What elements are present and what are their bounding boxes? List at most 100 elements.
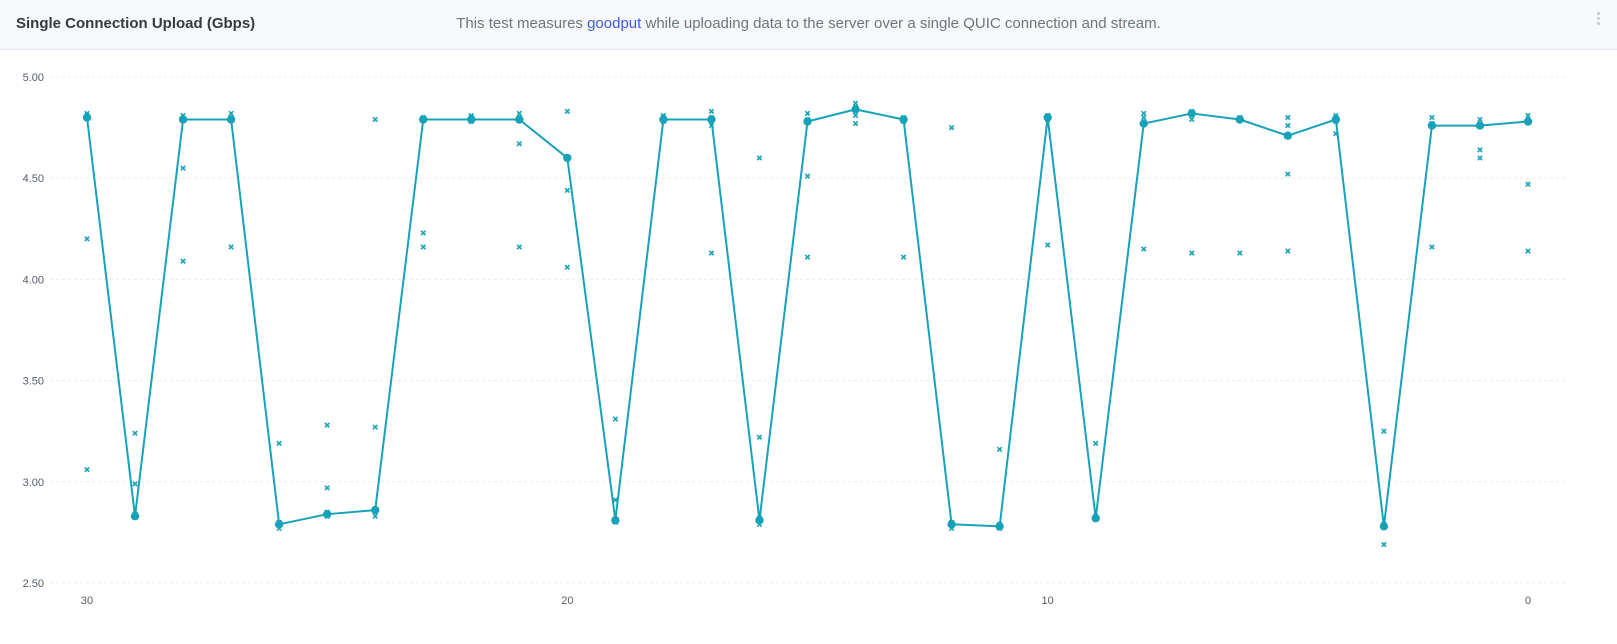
run-marker [1525, 181, 1531, 188]
median-point[interactable] [707, 115, 716, 124]
median-point[interactable] [1331, 115, 1341, 124]
run-marker [1189, 250, 1195, 256]
y-tick-label: 4.50 [23, 173, 44, 185]
median-point[interactable] [899, 115, 908, 124]
median-point[interactable] [1091, 514, 1100, 523]
median-point[interactable] [1283, 131, 1293, 140]
chart-gridlines [50, 76, 1565, 584]
run-marker [1237, 250, 1243, 256]
description-suffix: while uploading data to the server over … [641, 15, 1161, 32]
median-point[interactable] [467, 115, 476, 124]
median-point-markers [82, 105, 1533, 531]
run-marker [1477, 155, 1483, 161]
run-marker [1525, 248, 1531, 254]
median-point[interactable] [1379, 522, 1389, 531]
run-marker [612, 416, 619, 422]
run-marker [1140, 114, 1147, 121]
median-point[interactable] [803, 117, 812, 126]
y-tick-label: 3.00 [23, 477, 44, 489]
x-tick-label: 30 [81, 595, 93, 607]
median-point[interactable] [371, 505, 380, 515]
run-marker [1381, 428, 1387, 434]
median-point[interactable] [1139, 119, 1148, 128]
run-marker [948, 124, 955, 131]
run-marker [516, 141, 523, 147]
run-marker [420, 230, 426, 236]
median-line-series [86, 108, 1529, 528]
line-chart: 5.00 4.50 4.00 3.50 3.00 2.50 30 20 10 0 [23, 72, 1565, 607]
median-point[interactable] [419, 115, 428, 124]
median-point[interactable] [995, 522, 1004, 531]
median-point[interactable] [322, 509, 332, 519]
run-marker [516, 244, 523, 250]
run-marker [180, 258, 186, 264]
median-line [86, 108, 1529, 528]
run-marker [84, 236, 90, 242]
median-point[interactable] [130, 512, 140, 521]
y-tick-label: 4.00 [23, 274, 44, 286]
run-marker [804, 254, 811, 260]
median-point[interactable] [851, 105, 860, 114]
run-marker [1140, 246, 1147, 252]
x-axis: 30 20 10 0 [81, 595, 1531, 607]
run-marker [84, 466, 90, 473]
x-tick-label: 20 [561, 595, 573, 607]
run-marker [1477, 116, 1483, 123]
run-marker [564, 187, 571, 194]
run-marker [1285, 171, 1291, 177]
median-point[interactable] [1427, 121, 1437, 130]
run-marker [1285, 114, 1291, 121]
median-point[interactable] [515, 115, 524, 124]
y-axis: 5.00 4.50 4.00 3.50 3.00 2.50 [23, 72, 44, 590]
run-marker [1429, 244, 1435, 250]
run-marker [996, 446, 1003, 453]
y-tick-label: 5.00 [23, 72, 44, 84]
run-marker [1381, 541, 1387, 548]
run-marker [1429, 114, 1435, 121]
y-tick-label: 3.50 [23, 376, 44, 388]
median-point[interactable] [82, 113, 92, 122]
run-marker [132, 481, 138, 487]
median-point[interactable] [1523, 117, 1533, 126]
run-marker [756, 155, 763, 161]
median-point[interactable] [1235, 115, 1245, 124]
median-point[interactable] [1043, 113, 1052, 122]
median-point[interactable] [274, 520, 284, 529]
run-marker [708, 250, 715, 256]
x-tick-label: 0 [1525, 595, 1531, 607]
run-marker [852, 112, 859, 119]
median-point[interactable] [1475, 121, 1485, 130]
run-marker [228, 244, 234, 250]
run-marker [804, 173, 811, 179]
run-marker [564, 108, 571, 115]
run-marker [324, 485, 330, 491]
median-point[interactable] [563, 153, 572, 163]
median-point[interactable] [659, 115, 668, 124]
run-marker [372, 116, 378, 123]
run-marker [1189, 116, 1195, 123]
median-point[interactable] [611, 516, 620, 525]
median-point[interactable] [226, 115, 236, 124]
goodput-link[interactable]: goodput [587, 15, 642, 32]
run-marker [1285, 248, 1291, 254]
y-tick-label: 2.50 [23, 578, 44, 590]
run-marker [804, 110, 811, 117]
run-marker [324, 422, 330, 428]
description-prefix: This test measures [456, 15, 588, 32]
run-marker [900, 254, 907, 260]
run-marker [1285, 122, 1291, 129]
run-marker [372, 513, 378, 519]
x-tick-label: 10 [1042, 595, 1054, 607]
run-marker [516, 110, 523, 117]
median-point[interactable] [755, 516, 764, 525]
median-point[interactable] [947, 520, 956, 529]
run-marker [564, 264, 571, 271]
run-marker [276, 440, 282, 447]
median-point[interactable] [1187, 109, 1196, 118]
median-point[interactable] [178, 115, 188, 124]
run-marker [708, 108, 715, 115]
kebab-menu-icon[interactable] [1593, 12, 1603, 32]
run-marker [1477, 147, 1483, 153]
individual-run-markers [84, 100, 1531, 548]
run-marker [1525, 112, 1531, 119]
